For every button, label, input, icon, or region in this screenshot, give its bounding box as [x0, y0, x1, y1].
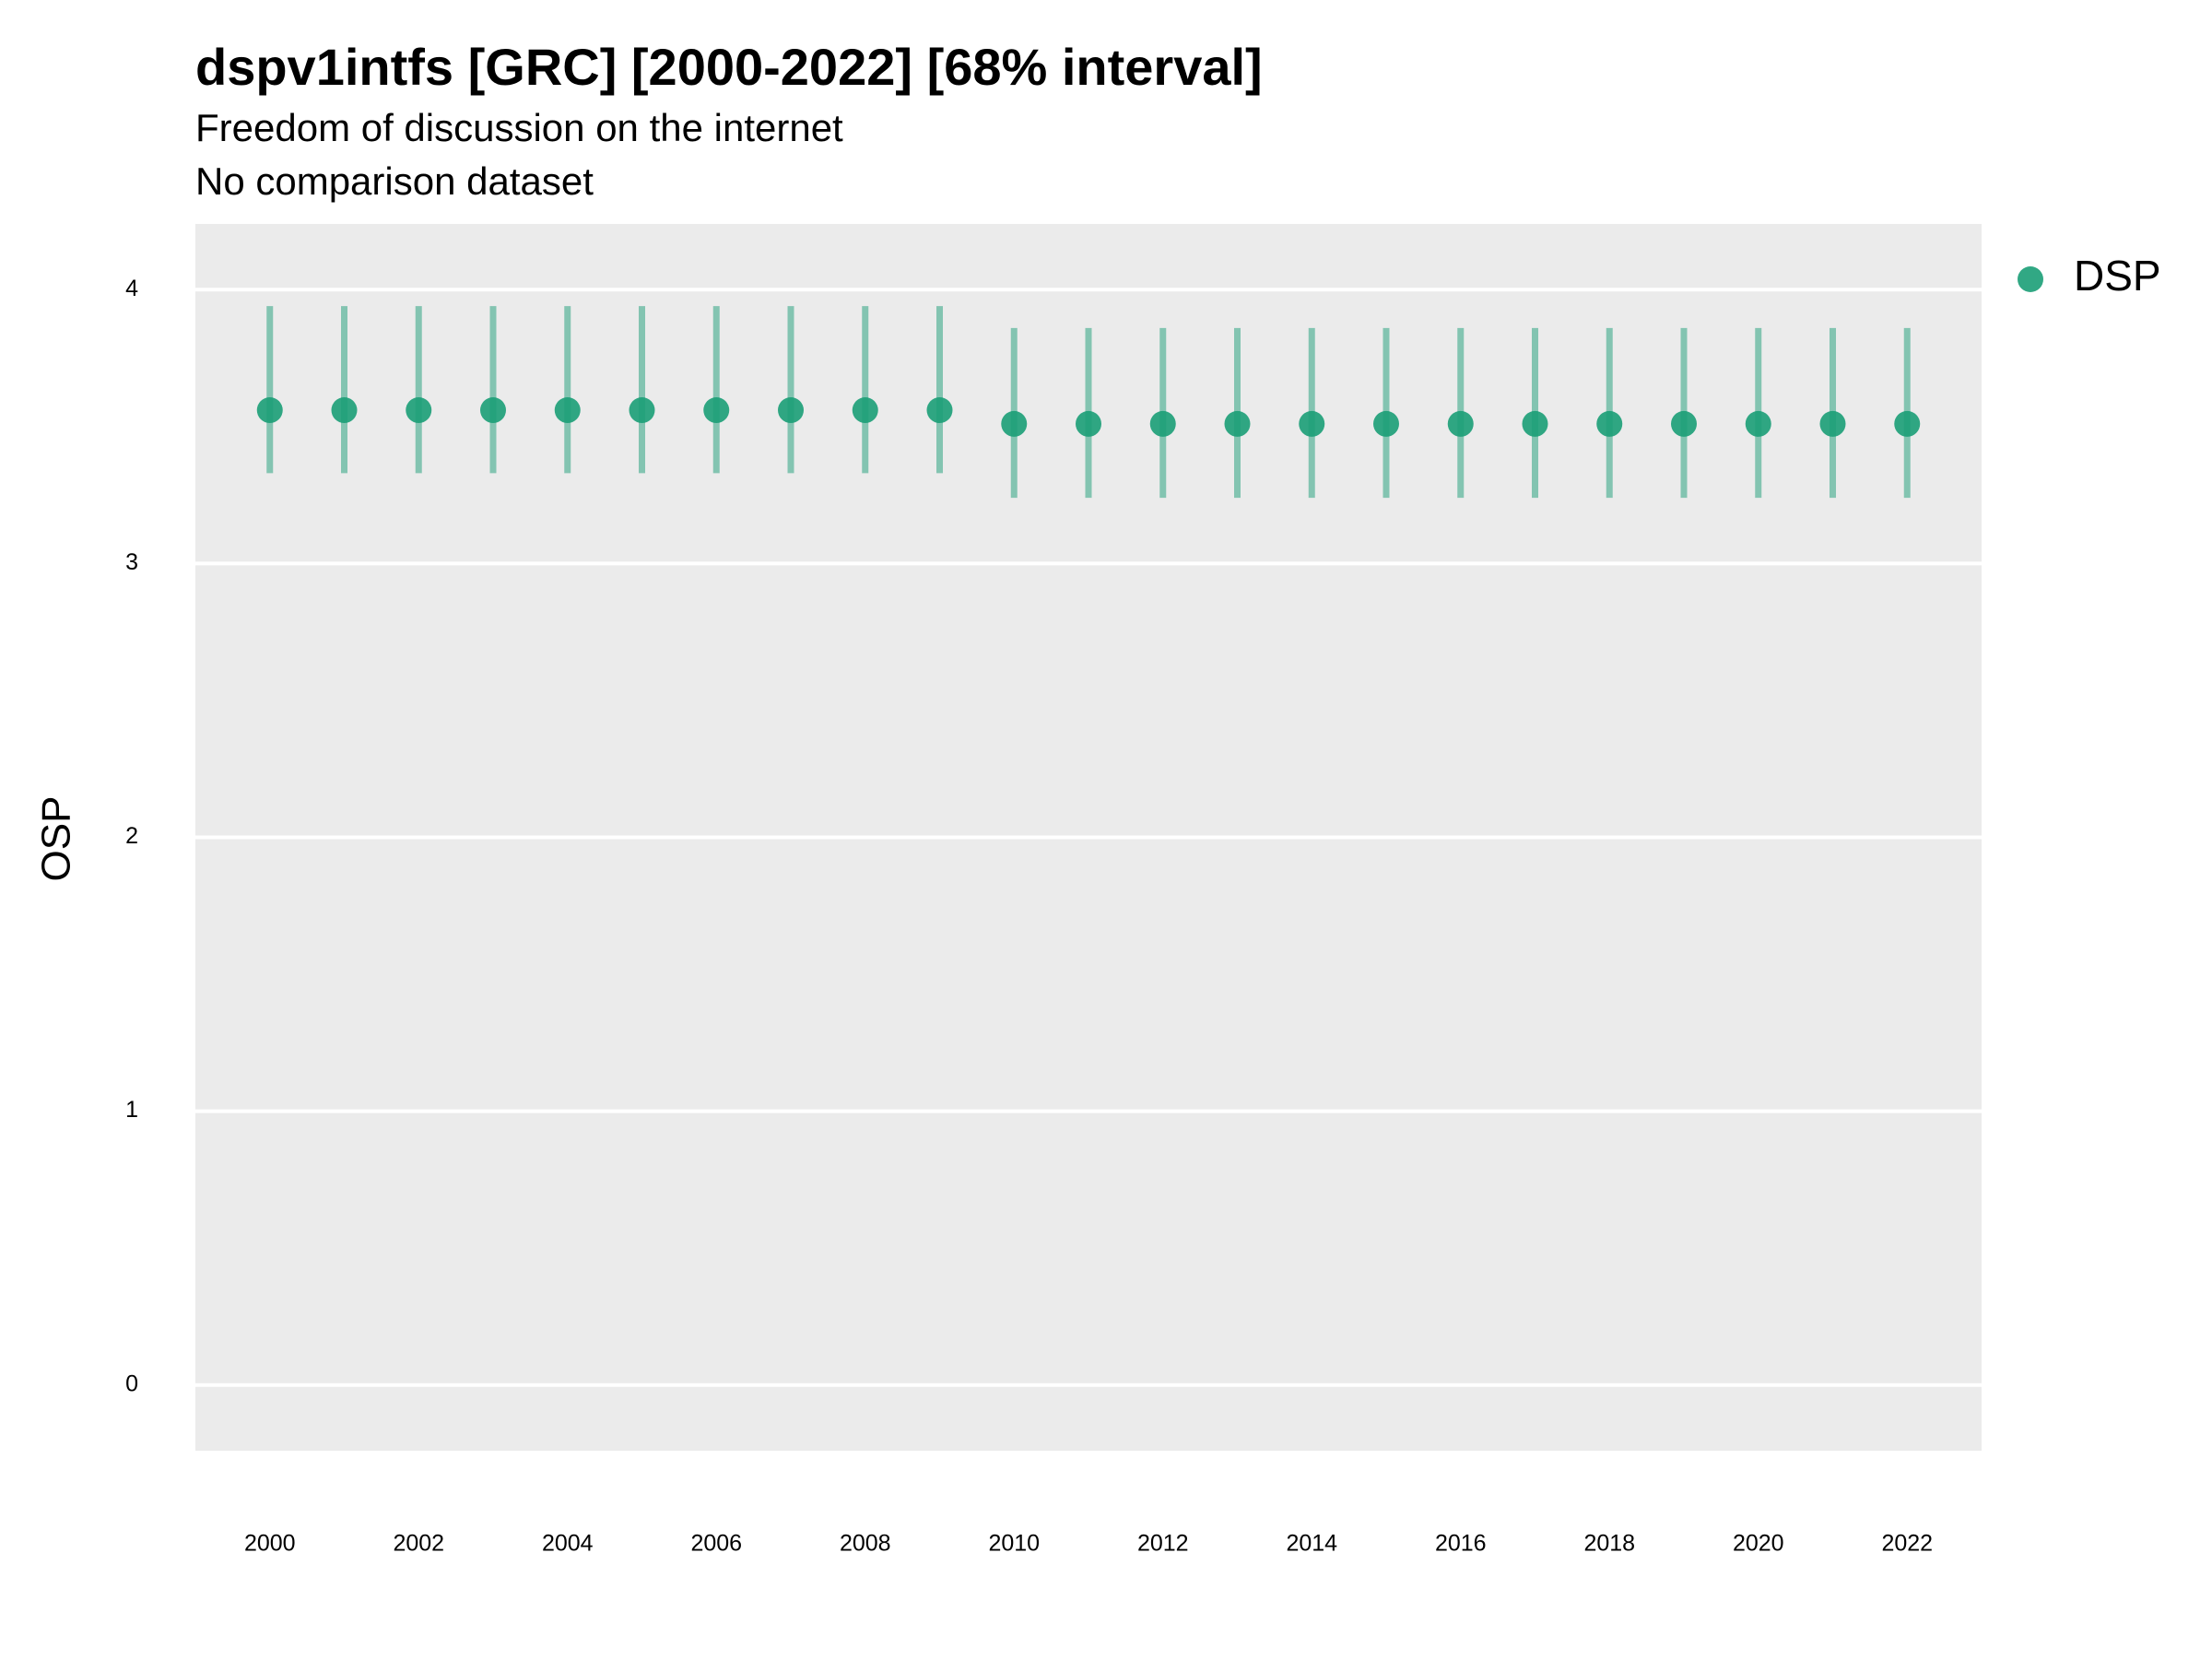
x-tick-label: 2020	[1733, 1531, 1784, 1557]
y-tick-label: 2	[125, 823, 138, 849]
x-tick-label: 2012	[1137, 1531, 1189, 1557]
x-tick-label: 2008	[840, 1531, 891, 1557]
x-tick-label: 2014	[1286, 1531, 1337, 1557]
point	[1671, 410, 1697, 437]
y-tick-label: 4	[125, 276, 138, 301]
point	[1745, 410, 1771, 437]
point	[629, 397, 655, 424]
point	[1149, 410, 1176, 437]
chart-subtitle: No comparison dataset	[195, 159, 594, 203]
y-axis-label: OSP	[34, 796, 79, 882]
point	[1001, 410, 1028, 437]
point	[1596, 410, 1623, 437]
legend-marker	[2018, 266, 2043, 292]
y-tick-label: 1	[125, 1097, 138, 1123]
chart-title: dspv1intfs [GRC] [2000-2022] [68% interv…	[195, 38, 1263, 96]
x-tick-label: 2022	[1881, 1531, 1933, 1557]
point	[778, 397, 804, 424]
point	[256, 397, 283, 424]
point	[1819, 410, 1846, 437]
point	[554, 397, 581, 424]
x-tick-label: 2004	[542, 1531, 594, 1557]
point	[331, 397, 358, 424]
point	[1447, 410, 1474, 437]
point	[703, 397, 730, 424]
x-tick-label: 2018	[1583, 1531, 1635, 1557]
point	[1076, 410, 1101, 437]
point	[480, 397, 506, 424]
legend-label: DSP	[2074, 252, 2161, 300]
point	[1373, 410, 1399, 437]
point	[1299, 410, 1325, 437]
x-tick-label: 2002	[393, 1531, 444, 1557]
x-tick-label: 2010	[988, 1531, 1040, 1557]
point	[852, 397, 878, 424]
x-tick-label: 2016	[1435, 1531, 1487, 1557]
chart-subtitle: Freedom of discussion on the internet	[195, 106, 843, 149]
point	[1894, 410, 1921, 437]
point	[406, 397, 432, 424]
point	[926, 397, 953, 424]
x-tick-label: 2006	[690, 1531, 742, 1557]
point	[1224, 410, 1251, 437]
y-tick-label: 3	[125, 549, 138, 575]
y-tick-label: 0	[125, 1371, 138, 1396]
point	[1522, 410, 1548, 437]
x-tick-label: 2000	[244, 1531, 296, 1557]
